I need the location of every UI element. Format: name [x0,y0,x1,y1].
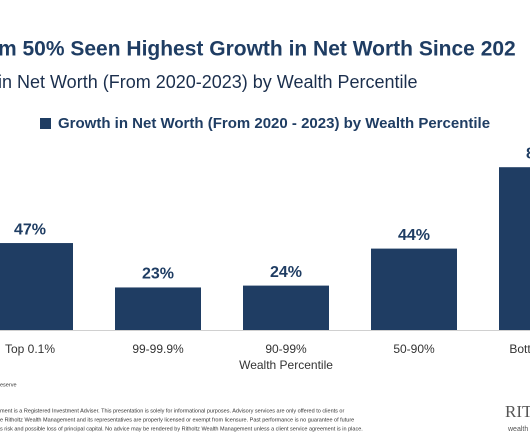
value-label: 47% [14,221,46,238]
bar [243,285,329,330]
x-tick-label: 90-99% [265,342,307,356]
x-tick-label: 50-90% [393,342,435,356]
x-tick-label: Top 0.1% [5,342,55,356]
value-label: 44% [398,227,430,244]
x-axis-title: Wealth Percentile [239,358,333,372]
chart-subtitle: in Net Worth (From 2020-2023) by Wealth … [0,72,418,92]
bar [115,287,201,330]
logo-sub: wealth [507,426,528,433]
value-label: 23% [142,266,174,283]
x-tick-label: Bottom 50% [509,342,530,356]
disclaimer: e Ritholtz Wealth Management and its rep… [0,417,354,423]
legend-swatch [40,118,51,129]
bar [499,167,530,330]
disclaimer: s risk and possible loss of principal ca… [0,426,363,432]
bar [0,243,73,330]
chart-title: m 50% Seen Highest Growth in Net Worth S… [0,38,516,61]
disclaimer: ment is a Registered Investment Adviser.… [0,408,344,414]
footer-note: eserve [0,382,17,388]
legend-label: Growth in Net Worth (From 2020 - 2023) b… [58,115,490,132]
x-tick-label: 99-99.9% [132,342,184,356]
value-label: 24% [270,264,302,281]
logo: RIT [505,402,530,421]
bar [371,248,457,330]
value-label: 88% [526,145,530,162]
